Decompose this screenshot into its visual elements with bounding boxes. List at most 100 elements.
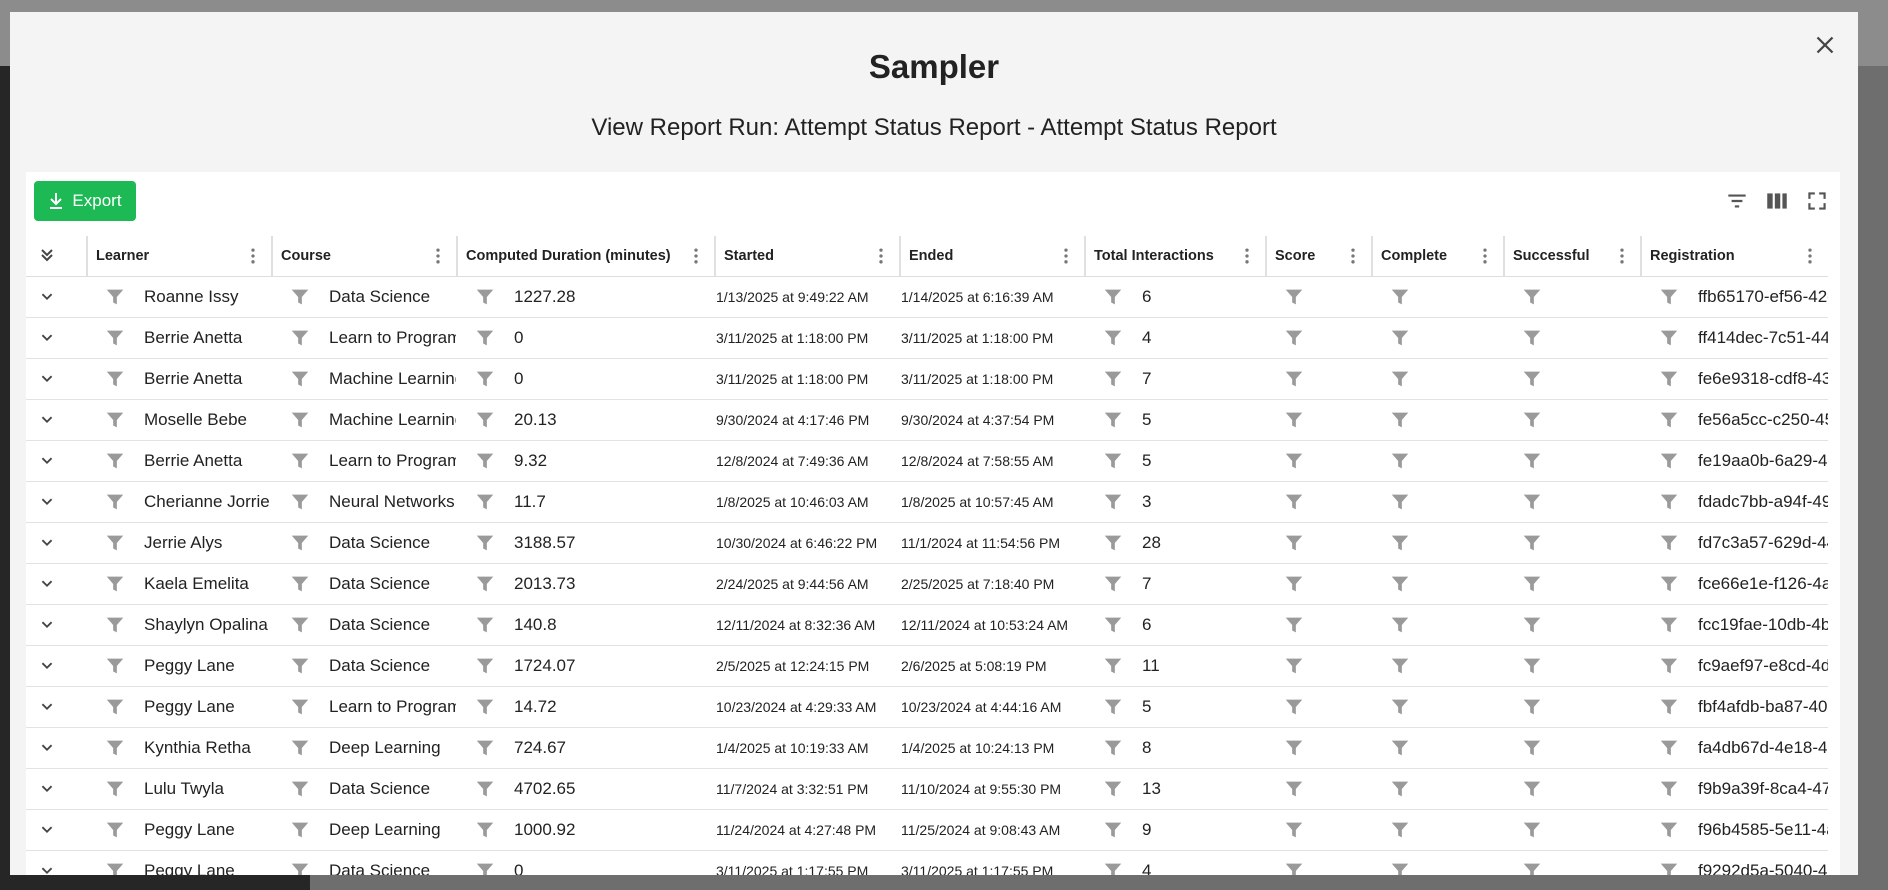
column-menu[interactable] [428, 246, 448, 266]
expand-row-button[interactable] [32, 323, 62, 353]
cell-filter[interactable] [1521, 614, 1543, 636]
expand-row-button[interactable] [32, 815, 62, 845]
cell-filter[interactable] [104, 532, 126, 554]
cell-filter[interactable] [1389, 696, 1411, 718]
column-menu[interactable] [871, 246, 891, 266]
cell-filter[interactable] [1658, 737, 1680, 759]
cell-filter[interactable] [1521, 327, 1543, 349]
cell-filter[interactable] [1521, 450, 1543, 472]
cell-filter[interactable] [1389, 532, 1411, 554]
cell-filter[interactable] [1283, 368, 1305, 390]
cell-filter[interactable] [1389, 368, 1411, 390]
cell-filter[interactable] [474, 286, 496, 308]
cell-filter[interactable] [1102, 286, 1124, 308]
cell-filter[interactable] [289, 696, 311, 718]
cell-filter[interactable] [1658, 286, 1680, 308]
cell-filter[interactable] [474, 819, 496, 841]
columns-toggle[interactable] [1764, 188, 1790, 214]
cell-filter[interactable] [289, 737, 311, 759]
cell-filter[interactable] [474, 573, 496, 595]
expand-row-button[interactable] [32, 487, 62, 517]
expand-row-button[interactable] [32, 692, 62, 722]
cell-filter[interactable] [289, 450, 311, 472]
cell-filter[interactable] [1102, 327, 1124, 349]
cell-filter[interactable] [474, 409, 496, 431]
cell-filter[interactable] [474, 860, 496, 875]
cell-filter[interactable] [1102, 450, 1124, 472]
cell-filter[interactable] [289, 860, 311, 875]
expand-row-button[interactable] [32, 856, 62, 875]
cell-filter[interactable] [1102, 368, 1124, 390]
cell-filter[interactable] [1658, 655, 1680, 677]
cell-filter[interactable] [1283, 491, 1305, 513]
cell-filter[interactable] [289, 655, 311, 677]
cell-filter[interactable] [1102, 409, 1124, 431]
cell-filter[interactable] [1521, 573, 1543, 595]
cell-filter[interactable] [1521, 737, 1543, 759]
cell-filter[interactable] [474, 327, 496, 349]
cell-filter[interactable] [1658, 327, 1680, 349]
cell-filter[interactable] [1102, 778, 1124, 800]
cell-filter[interactable] [1389, 327, 1411, 349]
cell-filter[interactable] [1283, 655, 1305, 677]
cell-filter[interactable] [1521, 491, 1543, 513]
cell-filter[interactable] [1102, 491, 1124, 513]
expand-row-button[interactable] [32, 651, 62, 681]
cell-filter[interactable] [1283, 737, 1305, 759]
column-menu[interactable] [1800, 246, 1820, 266]
cell-filter[interactable] [1283, 778, 1305, 800]
cell-filter[interactable] [1102, 860, 1124, 875]
cell-filter[interactable] [474, 696, 496, 718]
cell-filter[interactable] [1521, 409, 1543, 431]
cell-filter[interactable] [474, 450, 496, 472]
cell-filter[interactable] [1521, 696, 1543, 718]
cell-filter[interactable] [1521, 286, 1543, 308]
cell-filter[interactable] [1102, 819, 1124, 841]
cell-filter[interactable] [474, 655, 496, 677]
cell-filter[interactable] [104, 655, 126, 677]
fullscreen-toggle[interactable] [1804, 188, 1830, 214]
cell-filter[interactable] [1658, 368, 1680, 390]
cell-filter[interactable] [1658, 450, 1680, 472]
cell-filter[interactable] [474, 778, 496, 800]
cell-filter[interactable] [104, 450, 126, 472]
cell-filter[interactable] [1389, 450, 1411, 472]
expand-row-button[interactable] [32, 569, 62, 599]
cell-filter[interactable] [104, 737, 126, 759]
cell-filter[interactable] [1658, 409, 1680, 431]
cell-filter[interactable] [1521, 778, 1543, 800]
column-menu[interactable] [686, 246, 706, 266]
cell-filter[interactable] [1658, 778, 1680, 800]
cell-filter[interactable] [1389, 819, 1411, 841]
cell-filter[interactable] [1283, 819, 1305, 841]
cell-filter[interactable] [289, 819, 311, 841]
cell-filter[interactable] [104, 860, 126, 875]
column-menu[interactable] [1612, 246, 1632, 266]
cell-filter[interactable] [1389, 491, 1411, 513]
column-menu[interactable] [1237, 246, 1257, 266]
cell-filter[interactable] [1102, 696, 1124, 718]
cell-filter[interactable] [474, 614, 496, 636]
cell-filter[interactable] [1389, 860, 1411, 875]
close-button[interactable] [1810, 30, 1840, 60]
expand-row-button[interactable] [32, 733, 62, 763]
cell-filter[interactable] [474, 737, 496, 759]
cell-filter[interactable] [1521, 655, 1543, 677]
cell-filter[interactable] [1521, 860, 1543, 875]
expand-all-button[interactable] [32, 241, 62, 271]
cell-filter[interactable] [289, 286, 311, 308]
cell-filter[interactable] [1389, 614, 1411, 636]
cell-filter[interactable] [289, 368, 311, 390]
cell-filter[interactable] [1658, 532, 1680, 554]
cell-filter[interactable] [1283, 450, 1305, 472]
expand-row-button[interactable] [32, 528, 62, 558]
cell-filter[interactable] [1102, 655, 1124, 677]
cell-filter[interactable] [104, 368, 126, 390]
cell-filter[interactable] [104, 778, 126, 800]
cell-filter[interactable] [1389, 409, 1411, 431]
cell-filter[interactable] [1658, 696, 1680, 718]
expand-row-button[interactable] [32, 282, 62, 312]
cell-filter[interactable] [1389, 737, 1411, 759]
cell-filter[interactable] [1389, 655, 1411, 677]
cell-filter[interactable] [104, 573, 126, 595]
